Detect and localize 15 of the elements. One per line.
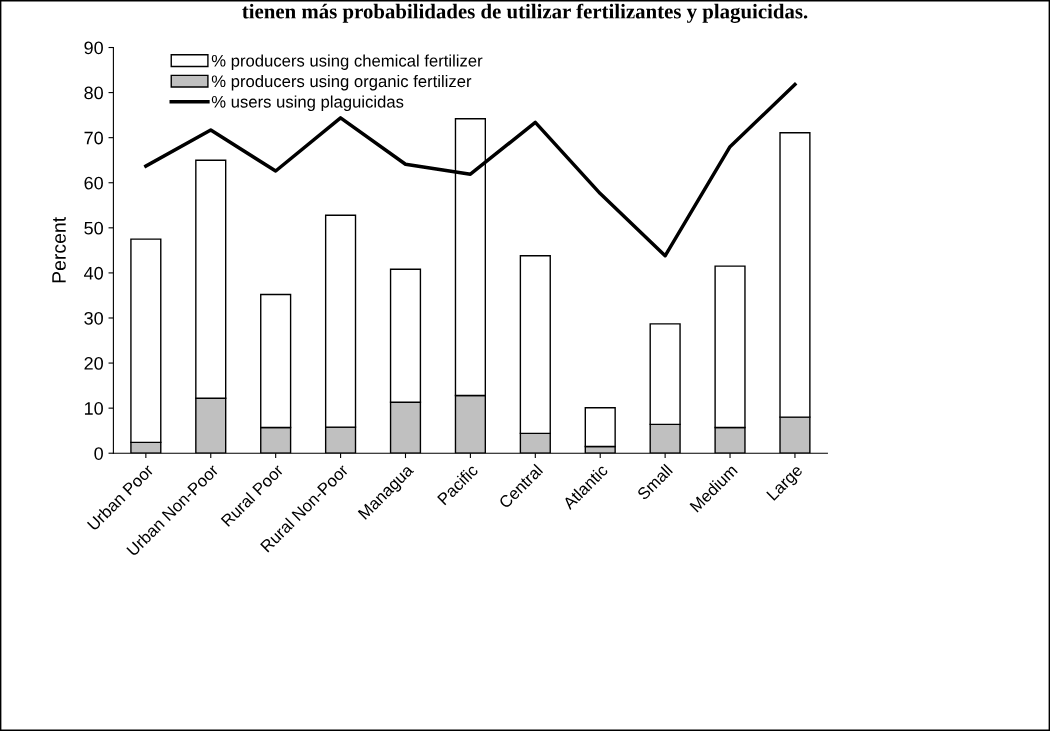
y-tick-label: 80 (84, 86, 103, 100)
y-tick-label: 20 (84, 357, 103, 370)
y-tick-label: 90 (84, 41, 103, 55)
y-tick-label: 70 (84, 131, 103, 145)
y-tick-label: 40 (84, 266, 103, 280)
y-tick-label: 50 (84, 221, 103, 235)
y-tick-label: 0 (94, 447, 103, 460)
legend-label: % producers using organic fertilizer (211, 74, 472, 91)
legend-label: % users using plaguicidas (211, 95, 404, 112)
y-axis-title: Percent (52, 217, 66, 283)
chart-title: tienen más probabilidades de utilizar fertilizantes y plaguicidas. (242, 3, 808, 23)
y-tick-label: 10 (84, 402, 103, 415)
legend-label: % producers using chemical fertilizer (211, 54, 483, 70)
y-tick-label: 30 (84, 311, 103, 325)
y-tick-label: 60 (84, 176, 103, 190)
